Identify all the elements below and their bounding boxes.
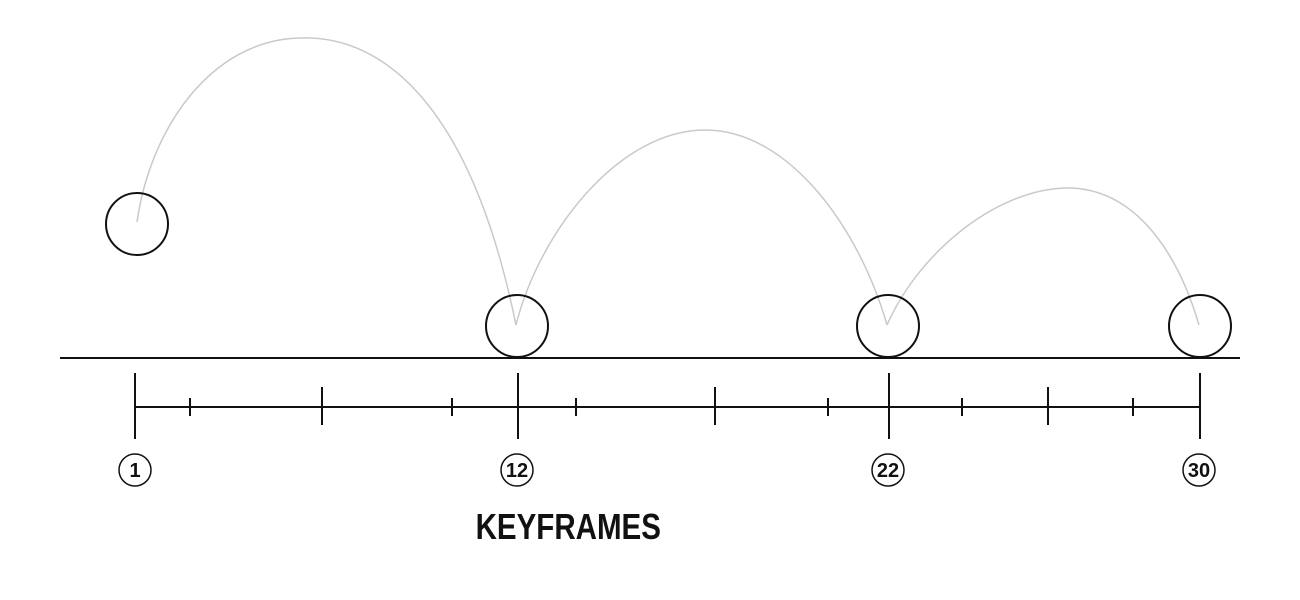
keyframe-label-12: 12: [506, 460, 528, 482]
bounce-arc-3: [886, 187, 1200, 326]
bounce-arc-1: [136, 37, 517, 326]
keyframe-label-30: 30: [1188, 460, 1210, 482]
keyframe-badge-1: 1: [118, 453, 152, 487]
ball-keyframe-12: [485, 294, 549, 358]
ball-keyframe-22: [856, 294, 920, 358]
keyframe-badge-30: 30: [1182, 453, 1216, 487]
keyframe-label-1: 1: [129, 460, 140, 482]
ball-keyframe-30: [1168, 294, 1232, 358]
diagram-title: KEYFRAMES: [475, 506, 661, 547]
ball-keyframe-1: [105, 192, 169, 256]
keyframe-badge-12: 12: [500, 453, 534, 487]
keyframe-label-22: 22: [877, 460, 899, 482]
keyframe-badge-22: 22: [871, 453, 905, 487]
bounce-arc-2: [515, 129, 888, 326]
